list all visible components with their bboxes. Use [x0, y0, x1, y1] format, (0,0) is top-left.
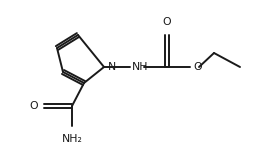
- Text: O: O: [163, 17, 171, 27]
- Text: O: O: [193, 62, 202, 72]
- Text: NH: NH: [132, 62, 148, 72]
- Text: O: O: [29, 101, 38, 111]
- Text: NH₂: NH₂: [62, 134, 83, 144]
- Text: N: N: [108, 62, 116, 72]
